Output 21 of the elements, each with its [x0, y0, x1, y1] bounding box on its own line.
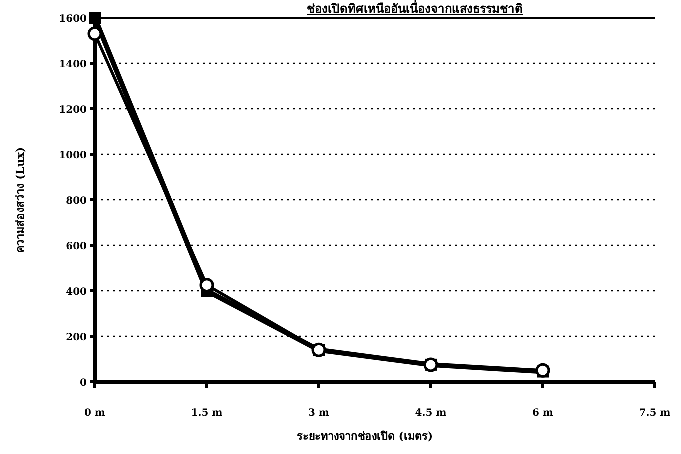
x-tick-label: 0 m	[84, 408, 106, 419]
y-tick-label: 1400	[59, 60, 88, 70]
x-tick-label: 6 m	[532, 408, 554, 419]
y-tick-label: 200	[66, 332, 88, 344]
chart-title: ช่องเปิดทิศเหนืออันเนื่องจากแสงธรรมชาติ	[307, 0, 523, 16]
y-tick-label: 0	[80, 378, 88, 389]
y-tick-label: 1200	[59, 105, 88, 116]
point	[89, 12, 101, 24]
x-axis-title: ระยะทางจากช่องเปิด (เมตร)	[296, 430, 434, 443]
x-tick-label: 1.5 m	[191, 408, 224, 419]
y-tick-label: 800	[66, 196, 88, 207]
point	[536, 363, 550, 378]
x-tick-label: 7.5 m	[639, 408, 672, 419]
x-tick-label: 3 m	[308, 408, 330, 419]
y-tick-label: 1000	[59, 150, 88, 162]
y-tick-label: 400	[66, 287, 88, 298]
x-tick-label: 4.5 m	[415, 408, 448, 419]
y-tick-label: 600	[66, 242, 88, 252]
point	[88, 26, 102, 42]
y-tick-label: 1600	[59, 14, 88, 25]
y-axis-title: ความส่องสว่าง (Lux)	[14, 147, 27, 253]
